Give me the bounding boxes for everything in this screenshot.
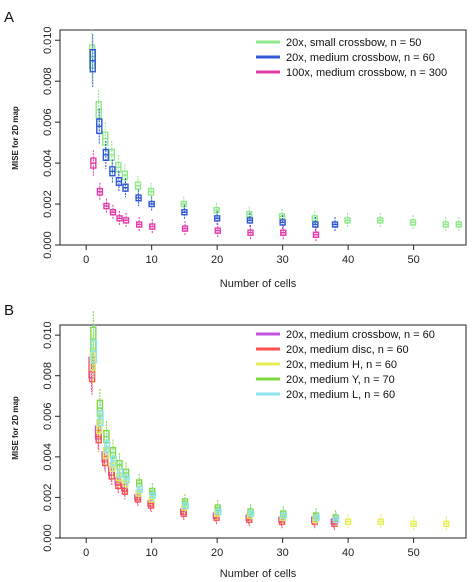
panel-b-y-tick-label: 0.008 bbox=[42, 362, 54, 390]
panel-a-x-axis-label: Number of cells bbox=[220, 278, 297, 290]
panel-b-x-tick-label: 10 bbox=[146, 547, 158, 559]
panel-b-y-tick-label: 0.004 bbox=[42, 443, 54, 471]
panel-a-y-tick-label: 0.004 bbox=[42, 149, 54, 177]
panel-b-x-tick-label: 0 bbox=[83, 547, 89, 559]
panel-a-x-tick-label: 0 bbox=[83, 254, 89, 266]
panel-a-plot-frame bbox=[59, 29, 467, 246]
panel-b-series-0 bbox=[88, 343, 338, 530]
panel-b-letter: B bbox=[4, 302, 14, 319]
panel-a-x-tick-label: 30 bbox=[277, 254, 289, 266]
panel-b-legend-entry: 20x, medium disc, n = 60 bbox=[286, 344, 409, 356]
panel-b-y-tick-label: 0.002 bbox=[42, 484, 54, 512]
panel-a-series-2 bbox=[90, 150, 320, 243]
panel-a-letter: A bbox=[4, 9, 14, 26]
panel-a-x-tick-label: 40 bbox=[342, 254, 354, 266]
panel-a-legend-entry: 100x, medium crossbow, n = 300 bbox=[286, 67, 447, 79]
panel-b-x-axis-label: Number of cells bbox=[220, 568, 297, 580]
panel-a: A MISE for 2D map Number of cells 0 10 20 3… bbox=[4, 9, 467, 290]
panel-b-legend-entry: 20x, medium crossbow, n = 60 bbox=[286, 329, 435, 341]
panel-a-x-tick-label: 50 bbox=[407, 254, 419, 266]
panel-a-y-tick-label: 0.002 bbox=[42, 190, 54, 218]
panel-b-legend-entry: 20x, medium L, n = 60 bbox=[286, 389, 395, 401]
panel-b: B MISE for 2D map Number of cells 0 10 20 3… bbox=[4, 302, 467, 580]
panel-a-y-tick-label: 0.000 bbox=[42, 231, 54, 259]
panel-b-x-tick-label: 20 bbox=[211, 547, 223, 559]
panel-a-y-tick-label: 0.010 bbox=[42, 26, 54, 54]
panel-a-legend-entry: 20x, medium crossbow, n = 60 bbox=[286, 52, 435, 64]
panel-b-legend-entry: 20x, medium Y, n = 70 bbox=[286, 374, 395, 386]
panel-a-legend-entry: 20x, small crossbow, n = 50 bbox=[286, 37, 421, 49]
panel-a-series-1 bbox=[89, 34, 339, 233]
panel-b-legend-entry: 20x, medium H, n = 60 bbox=[286, 359, 397, 371]
panel-b-x-tick-label: 40 bbox=[342, 547, 354, 559]
panel-b-plot-frame bbox=[59, 324, 467, 539]
panel-a-y-axis-label: MISE for 2D map bbox=[11, 106, 20, 170]
panel-a-x-tick-label: 20 bbox=[211, 254, 223, 266]
panel-a-y-tick-label: 0.006 bbox=[42, 108, 54, 136]
panel-b-x-tick-label: 50 bbox=[407, 547, 419, 559]
panel-b-y-tick-label: 0.010 bbox=[42, 321, 54, 349]
panel-b-series-4 bbox=[90, 324, 340, 528]
panel-a-x-tick-label: 10 bbox=[146, 254, 158, 266]
panel-a-y-tick-label: 0.008 bbox=[42, 67, 54, 95]
panel-a-plot-area: 0 10 20 30 40 50 0.000 0.002 0.004 0.006 0.008 0.01… bbox=[42, 26, 467, 266]
panel-b-y-tick-label: 0.000 bbox=[42, 524, 54, 552]
panel-b-y-tick-label: 0.006 bbox=[42, 403, 54, 431]
panel-b-plot-area: 0 10 20 30 40 50 0.000 0.002 0.004 0.006 0.008 0.01… bbox=[42, 310, 467, 559]
panel-b-x-tick-label: 30 bbox=[277, 547, 289, 559]
panel-b-y-axis-label: MISE for 2D map bbox=[11, 396, 20, 460]
